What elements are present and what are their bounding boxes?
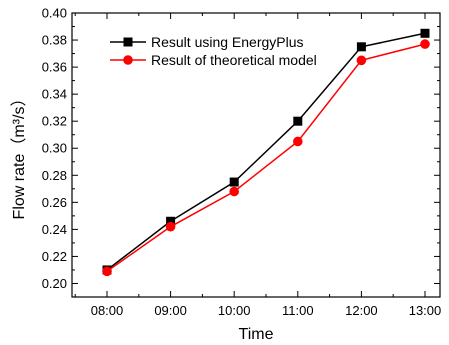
x-tick-label: 13:00 [409,303,442,318]
x-tick-label: 10:00 [218,303,251,318]
y-tick-label: 0.38 [42,33,67,48]
legend-marker [123,55,133,65]
series-2 [102,39,430,277]
x-tick-label: 11:00 [282,303,314,318]
data-point [420,39,430,49]
y-axis-title: Flow rate（m³/s） [10,91,28,220]
legend-item-2: Result of theoretical model [110,52,317,68]
legend-marker [123,37,133,47]
plot-frame [71,12,441,298]
series-line [106,43,426,272]
y-tick-label: 0.32 [42,114,67,129]
y-tick-label: 0.20 [42,276,67,291]
axes: 0.20 0.22 0.24 0.26 0.28 0.30 0.32 0.34 0.36 0.38… [42,6,442,319]
legend-item-1: Result using EnergyPlus [110,34,304,50]
data-point [356,42,366,52]
data-point [356,55,367,66]
data-point [293,136,303,147]
legend-label: Result using EnergyPlus [151,34,304,50]
series-line [106,32,426,271]
x-axis-title: Time [239,326,274,343]
data-point [166,216,176,226]
legend: Result using EnergyPlus Result of theoret… [110,34,317,68]
x-tick-label: 08:00 [91,303,124,318]
x-tick-label: 12:00 [345,303,378,318]
y-tick-label: 0.22 [42,249,67,264]
y-tick-label: 0.40 [42,6,67,21]
legend-label: Result of theoretical model [151,52,317,68]
y-tick-label: 0.30 [42,141,67,156]
data-point [229,177,239,187]
y-tick-label: 0.34 [42,87,67,102]
data-point [420,28,430,38]
x-tick-label: 09:00 [154,303,187,318]
y-tick-label: 0.28 [42,168,67,183]
data-point [165,221,176,232]
series-group [102,28,430,277]
data-point [102,266,112,277]
y-tick-label: 0.26 [42,195,67,210]
data-point [293,116,303,126]
data-point [229,186,239,197]
y-tick-label: 0.36 [42,60,67,75]
y-tick-label: 0.24 [42,222,67,237]
